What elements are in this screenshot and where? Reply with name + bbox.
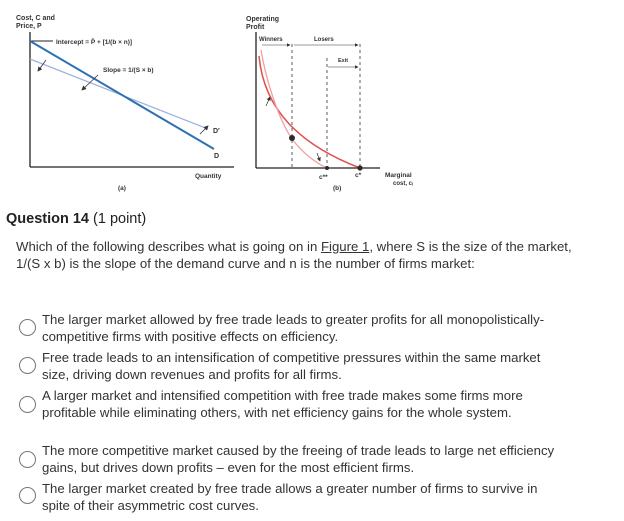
panel-b-x-label-1: Marginal	[385, 172, 412, 179]
demand-curve-d	[29, 40, 215, 150]
figure-link[interactable]: Figure 1	[320, 239, 370, 254]
radio-button-5[interactable]	[19, 487, 36, 504]
profit-curve-before-trade	[258, 55, 361, 169]
rotation-arrow	[265, 96, 271, 107]
c-star-point	[357, 165, 363, 171]
panel-b-label: (b)	[333, 185, 341, 192]
profit-curve-after-trade	[260, 49, 328, 169]
c-double-star-point	[325, 166, 329, 170]
curve-d-prime-label: D′	[213, 128, 220, 135]
panel-a-label: (a)	[118, 185, 126, 192]
losers-label: Losers	[314, 37, 334, 43]
prompt-text-after: , where S is the size of the market, 1/(…	[16, 239, 572, 271]
exit-label: Exit	[338, 58, 348, 64]
panel-b-x-label-2: cost, cᵢ	[393, 181, 413, 187]
answer-option-1-text: The larger market allowed by free trade …	[42, 312, 545, 344]
panel-a-x-label: Quantity	[195, 173, 222, 180]
question-prompt: Which of the following describes what is…	[16, 238, 576, 272]
radio-button-4[interactable]	[19, 451, 36, 468]
c-double-star-label: c**	[319, 174, 328, 181]
answer-option-5-text: The larger market created by free trade …	[42, 481, 538, 513]
panel-b-y-label-1: Operating	[246, 16, 279, 23]
answer-option-2-text: Free trade leads to an intensification o…	[42, 350, 541, 382]
figure-1: Cost, C and Price, P Intercept = P̄ + [1…	[16, 15, 413, 192]
panel-b: Operating Profit Winners Losers Exit c**…	[246, 16, 413, 192]
radio-button-1[interactable]	[19, 319, 36, 336]
question-title: Question 14	[6, 211, 89, 227]
answer-option-3[interactable]: A larger market and intensified competit…	[0, 387, 600, 439]
answer-option-4-text: The more competitive market caused by th…	[42, 443, 555, 475]
panel-a: Cost, C and Price, P Intercept = P̄ + [1…	[16, 15, 234, 192]
curve-d-label: D	[214, 153, 219, 160]
answer-option-3-text: A larger market and intensified competit…	[42, 388, 523, 420]
answer-option-5[interactable]: The larger market created by free trade …	[0, 480, 600, 514]
answer-option-2[interactable]: Free trade leads to an intensification o…	[0, 349, 600, 383]
panel-a-y-label-1: Cost, C and	[16, 15, 55, 22]
prompt-text-before: Which of the following describes what is…	[16, 239, 321, 254]
radio-button-2[interactable]	[19, 357, 36, 374]
shift-arrow-small	[37, 59, 47, 72]
question-header: Question 14 (1 point)	[6, 211, 146, 227]
winners-label: Winners	[259, 37, 283, 43]
intersection-point	[289, 135, 295, 141]
question-points: (1 point)	[93, 211, 147, 227]
answer-option-4[interactable]: The more competitive market caused by th…	[0, 442, 600, 476]
c-star-label: c*	[355, 172, 362, 179]
panel-b-y-label-2: Profit	[246, 24, 265, 31]
slope-label: Slope = 1/(S × b)	[103, 67, 154, 74]
shift-arrow-d-prime	[199, 125, 209, 135]
shift-arrow-lower	[316, 152, 321, 162]
radio-button-3[interactable]	[19, 396, 36, 413]
slope-pointer	[81, 74, 99, 91]
panel-a-y-label-2: Price, P	[16, 23, 42, 30]
intercept-label: Intercept = P̄ + [1/(b × n)]	[56, 37, 132, 46]
answer-option-1[interactable]: The larger market allowed by free trade …	[0, 311, 600, 345]
